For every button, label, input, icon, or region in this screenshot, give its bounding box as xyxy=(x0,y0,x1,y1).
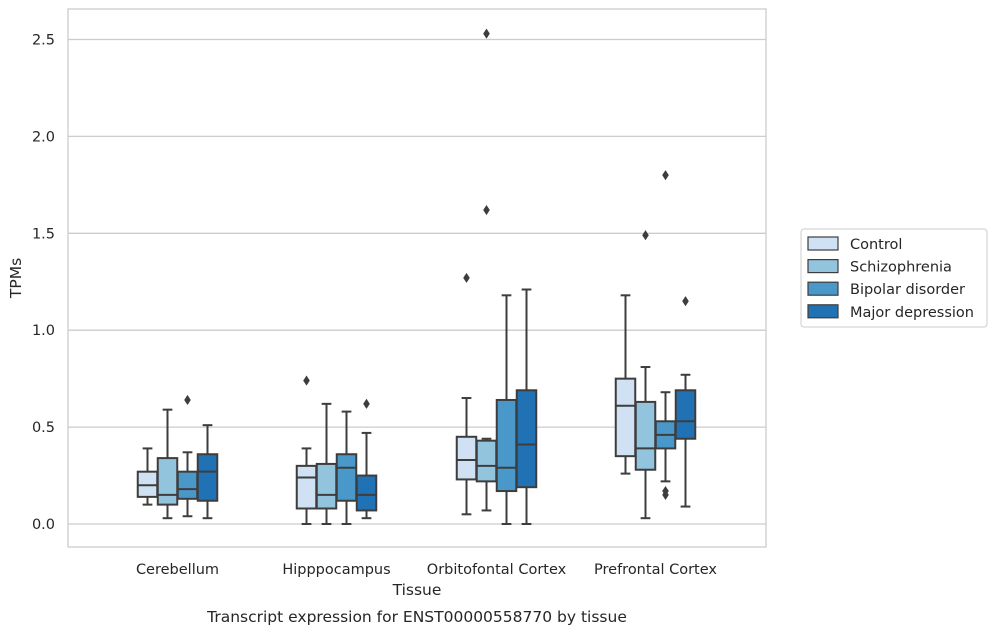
outlier-point xyxy=(303,375,310,386)
legend: Control Schizophrenia Bipolar disorder Majo… xyxy=(800,228,988,328)
y-tick-label: 2.5 xyxy=(32,33,55,49)
chart-caption: Transcript expression for ENST0000055877… xyxy=(206,608,627,626)
x-tick-label: Hipppocampus xyxy=(282,562,390,578)
box xyxy=(196,453,219,502)
box xyxy=(614,377,637,458)
x-tick-label: Cerebellum xyxy=(136,562,219,578)
boxes xyxy=(136,28,697,525)
box xyxy=(674,389,697,440)
y-axis-label: TPMs xyxy=(7,258,25,299)
box xyxy=(176,470,199,500)
legend-label: Bipolar disorder xyxy=(850,282,965,298)
x-tick-label: Orbitofontal Cortex xyxy=(427,562,567,578)
legend-label: Schizophrenia xyxy=(850,260,952,276)
outlier-point xyxy=(184,394,191,406)
x-tick-label: Prefrontal Cortex xyxy=(594,562,717,578)
y-tick-label: 2.0 xyxy=(32,129,55,145)
legend-swatch xyxy=(807,304,839,319)
box xyxy=(355,474,378,512)
y-tick-labels: 0.0 0.5 1.0 1.5 2.0 2.5 xyxy=(32,33,55,534)
box xyxy=(295,464,318,510)
grid-lines xyxy=(68,38,766,525)
x-axis-label: Tissue xyxy=(392,581,442,599)
outlier-point xyxy=(682,296,689,307)
series-bipolar-disorder xyxy=(176,170,677,525)
series-major-depression xyxy=(196,288,697,525)
y-tick-label: 0.5 xyxy=(32,420,55,436)
legend-swatch xyxy=(807,259,839,274)
y-tick-label: 0.0 xyxy=(32,517,55,533)
box xyxy=(495,398,518,493)
box xyxy=(455,435,478,481)
legend-label: Major depression xyxy=(850,305,974,321)
box xyxy=(475,439,498,483)
outlier-point xyxy=(483,204,490,216)
plot-frame xyxy=(67,8,767,548)
y-tick-label: 1.5 xyxy=(32,226,55,242)
box xyxy=(156,457,179,506)
outlier-point xyxy=(463,272,470,283)
outlier-point xyxy=(662,485,669,497)
outlier-point xyxy=(662,170,669,181)
box xyxy=(515,389,538,489)
legend-frame xyxy=(800,228,988,328)
legend-swatch xyxy=(807,236,839,251)
box xyxy=(335,453,358,502)
box xyxy=(634,400,657,471)
box xyxy=(315,462,338,510)
legend-label: Control xyxy=(850,237,902,253)
x-tick-labels: Cerebellum Hipppocampus Orbitofontal Corte… xyxy=(136,562,717,578)
outlier-point xyxy=(483,28,490,39)
series-control xyxy=(136,272,637,525)
outlier-point xyxy=(642,230,649,241)
outlier-point xyxy=(363,398,370,409)
y-tick-label: 1.0 xyxy=(32,323,55,339)
series-schizophrenia xyxy=(156,28,657,525)
legend-swatch xyxy=(807,281,839,296)
